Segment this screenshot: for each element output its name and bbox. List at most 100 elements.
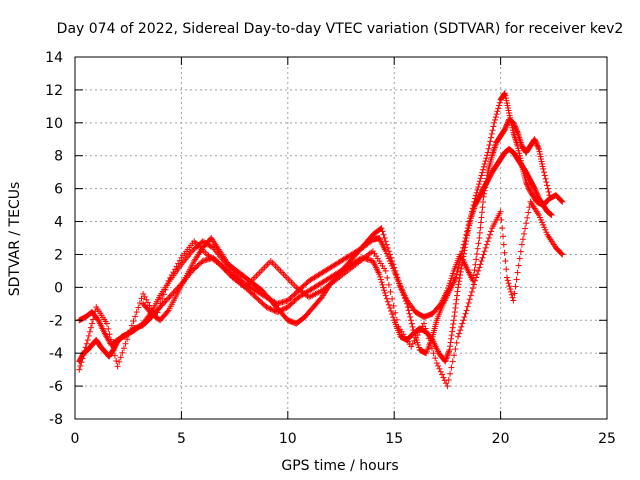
data-point <box>455 333 462 340</box>
y-tick-label: 4 <box>54 215 63 231</box>
data-point-fill <box>448 332 455 339</box>
data-point <box>442 358 449 365</box>
data-point-fill <box>447 343 454 350</box>
data-points <box>76 90 566 390</box>
data-point-fill <box>480 163 487 170</box>
data-point-fill <box>117 354 124 361</box>
data-point <box>472 195 479 202</box>
data-point-fill <box>482 158 489 165</box>
data-point-fill <box>460 244 467 251</box>
data-point <box>503 274 510 281</box>
data-point-fill <box>488 228 495 235</box>
data-point-fill <box>82 344 89 351</box>
data-point-fill <box>456 275 463 282</box>
data-point-fill <box>458 323 465 330</box>
data-point-fill <box>498 216 505 223</box>
data-point-fill <box>380 284 387 291</box>
data-point-fill <box>424 330 431 337</box>
y-tick-label: -2 <box>49 313 63 329</box>
data-point-fill <box>457 272 464 279</box>
data-point-fill <box>383 295 390 302</box>
data-point-fill <box>473 274 480 281</box>
data-point-fill <box>484 238 491 245</box>
data-point <box>152 313 159 320</box>
data-point-fill <box>282 305 289 312</box>
data-point-fill <box>479 204 486 211</box>
data-point-fill <box>517 248 524 255</box>
data-point <box>446 346 453 353</box>
data-point-fill <box>496 102 503 109</box>
data-point-fill <box>468 208 475 215</box>
data-point-fill <box>514 128 521 135</box>
data-point-fill <box>470 202 477 209</box>
data-point <box>497 208 504 215</box>
data-point-fill <box>501 249 508 256</box>
data-point-fill <box>465 299 472 306</box>
data-point-fill <box>482 184 489 191</box>
data-point <box>478 172 485 179</box>
data-point-fill <box>443 354 450 361</box>
data-point-fill <box>468 288 475 295</box>
data-point-fill <box>487 138 494 145</box>
data-point-fill <box>442 356 449 363</box>
data-point-fill <box>388 254 395 261</box>
data-point-fill <box>544 185 551 192</box>
data-point <box>559 198 566 205</box>
data-point-fill <box>475 267 482 274</box>
data-point-fill <box>381 289 388 296</box>
data-point <box>378 225 385 232</box>
data-point-fill <box>268 306 275 313</box>
data-point-fill <box>471 198 478 205</box>
data-point-fill <box>382 238 389 245</box>
data-point-fill <box>453 271 460 278</box>
data-point-fill <box>154 309 161 316</box>
data-point-fill <box>280 305 287 312</box>
chart-title: Day 074 of 2022, Sidereal Day-to-day VTE… <box>57 21 624 37</box>
data-point-fill <box>521 230 528 237</box>
data-point-fill <box>447 339 454 346</box>
data-point-fill <box>407 313 414 320</box>
data-point-fill <box>522 225 529 232</box>
data-point-fill <box>506 283 513 290</box>
data-point-fill <box>469 285 476 292</box>
data-point-fill <box>161 299 168 306</box>
data-point-fill <box>164 308 171 315</box>
data-point-fill <box>165 295 172 302</box>
data-point-fill <box>449 328 456 335</box>
data-point-fill <box>164 282 171 289</box>
data-point <box>386 251 393 258</box>
data-point-fill <box>80 351 87 358</box>
data-point-fill <box>440 374 447 381</box>
data-point-fill <box>383 241 390 248</box>
data-point-fill <box>456 261 463 268</box>
data-point <box>459 248 466 255</box>
data-point-fill <box>454 288 461 295</box>
y-tick-label: -6 <box>49 379 63 395</box>
data-point <box>510 297 517 304</box>
x-axis-label: GPS time / hours <box>281 458 398 474</box>
y-tick-label: -8 <box>49 412 63 428</box>
data-point-fill <box>452 346 459 353</box>
data-point-fill <box>138 295 145 302</box>
data-point-fill <box>448 335 455 342</box>
data-point-fill <box>499 225 506 232</box>
data-point-fill <box>91 312 98 319</box>
data-point-fill <box>435 362 442 369</box>
data-point-fill <box>135 304 142 311</box>
data-point <box>455 284 462 291</box>
data-point <box>491 119 498 126</box>
data-point-fill <box>468 211 475 218</box>
data-point <box>450 317 457 324</box>
data-point-fill <box>503 266 510 273</box>
data-point-fill <box>481 248 488 255</box>
data-point-fill <box>505 280 512 287</box>
data-point-fill <box>437 368 444 375</box>
data-point-fill <box>474 245 481 252</box>
data-point-fill <box>492 116 499 123</box>
data-point-fill <box>445 349 452 356</box>
data-point-fill <box>392 267 399 274</box>
data-point-fill <box>170 289 177 296</box>
y-tick-label: 12 <box>45 83 63 99</box>
